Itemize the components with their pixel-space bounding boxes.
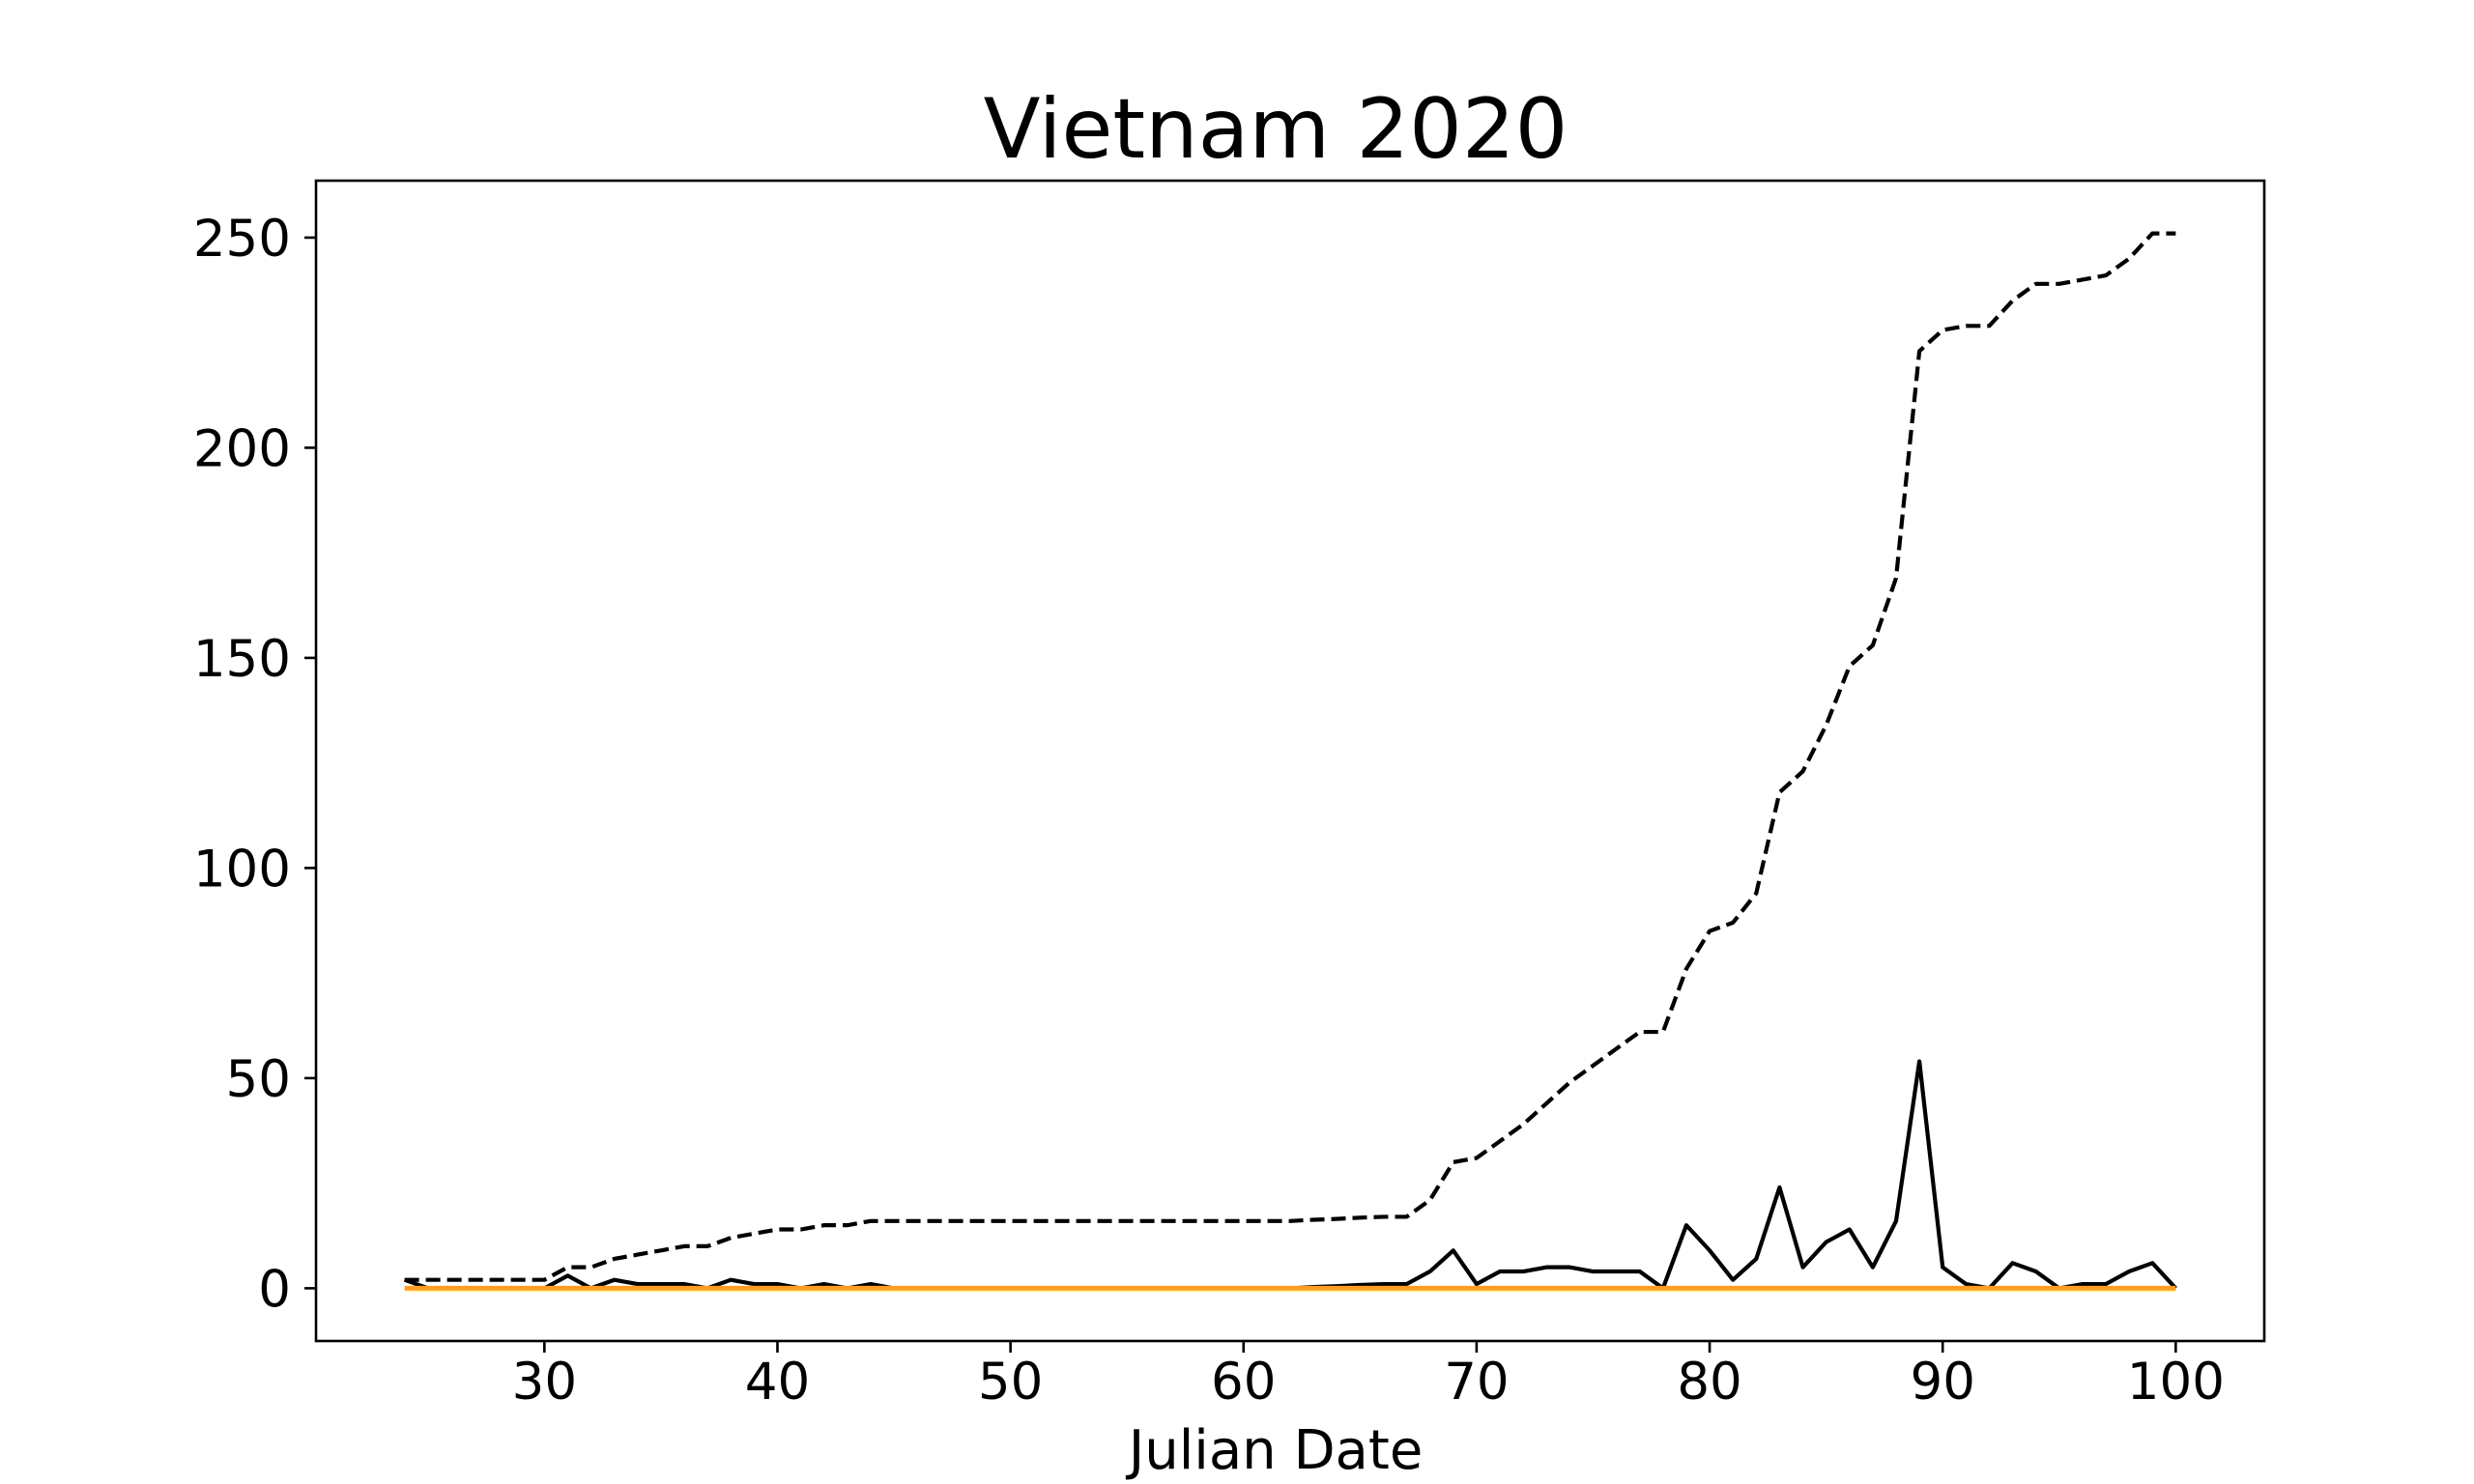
plot-area: 30 40 50 60 70 80 90 100 0 50 100 150 200 250 [193, 179, 2266, 1412]
y-tick-label: 50 [226, 1050, 291, 1109]
axes-frame [314, 179, 2266, 1343]
x-tick-label: 40 [745, 1353, 810, 1412]
x-tick-label: 30 [512, 1353, 577, 1412]
y-tick-label: 200 [193, 419, 291, 478]
x-tick-label: 70 [1444, 1353, 1509, 1412]
x-tick-label: 90 [1910, 1353, 1974, 1412]
y-tick-label: 100 [193, 840, 291, 899]
y-tick-label: 250 [193, 210, 291, 269]
chart-title: Vietnam 2020 [984, 81, 1568, 178]
series-daily-line [403, 1059, 2177, 1291]
x-tick-label: 100 [2127, 1353, 2225, 1412]
y-tick-label: 150 [193, 630, 291, 689]
x-tick-label: 80 [1677, 1353, 1741, 1412]
x-tick-label: 60 [1211, 1353, 1276, 1412]
x-tick-label: 50 [978, 1353, 1043, 1412]
series-cumulative-line [404, 231, 2176, 1282]
x-axis-label: Julian Date [1126, 1419, 1424, 1482]
y-tick-label: 0 [258, 1260, 291, 1319]
